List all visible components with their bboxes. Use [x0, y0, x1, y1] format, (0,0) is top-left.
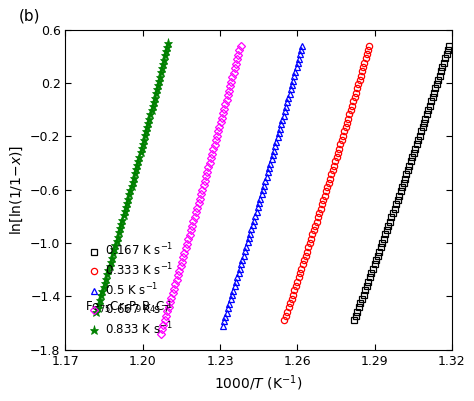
Line: 0.667 K s$^{-1}$: 0.667 K s$^{-1}$ [158, 43, 243, 336]
0.5 K s$^{-1}$ [282, 109, 288, 113]
Line: 0.167 K s$^{-1}$: 0.167 K s$^{-1}$ [351, 43, 452, 324]
0.333 K s$^{-1}$ [282, 318, 287, 323]
0.5 K s$^{-1}$ [222, 314, 228, 319]
0.167 K s$^{-1}$ [355, 309, 360, 314]
Legend: 0.167 K s$^{-1}$, 0.333 K s$^{-1}$, 0.5 K s$^{-1}$, 0.667 K s$^{-1}$, 0.833 K s$: 0.167 K s$^{-1}$, 0.333 K s$^{-1}$, 0.5 … [83, 239, 177, 340]
0.833 K s$^{-1}$ [104, 272, 110, 277]
0.833 K s$^{-1}$ [96, 302, 101, 306]
0.667 K s$^{-1}$ [238, 43, 244, 48]
0.333 K s$^{-1}$ [343, 125, 348, 130]
0.333 K s$^{-1}$ [332, 159, 338, 164]
0.667 K s$^{-1}$ [206, 165, 211, 170]
0.833 K s$^{-1}$ [146, 120, 151, 125]
X-axis label: 1000/$T$ (K$^{-1}$): 1000/$T$ (K$^{-1}$) [214, 373, 303, 393]
0.333 K s$^{-1}$ [284, 309, 290, 314]
0.5 K s$^{-1}$ [232, 284, 237, 289]
0.167 K s$^{-1}$ [419, 125, 425, 130]
0.833 K s$^{-1}$ [150, 103, 155, 108]
0.667 K s$^{-1}$ [220, 111, 226, 115]
0.5 K s$^{-1}$ [267, 161, 273, 166]
0.167 K s$^{-1}$ [399, 185, 405, 190]
0.667 K s$^{-1}$ [198, 192, 204, 196]
Text: (b): (b) [19, 8, 41, 23]
0.5 K s$^{-1}$ [277, 126, 283, 131]
Line: 0.5 K s$^{-1}$: 0.5 K s$^{-1}$ [219, 42, 306, 329]
0.5 K s$^{-1}$ [300, 43, 305, 48]
0.333 K s$^{-1}$ [348, 107, 354, 112]
0.333 K s$^{-1}$ [294, 279, 300, 284]
0.833 K s$^{-1}$ [137, 154, 142, 159]
0.167 K s$^{-1}$ [426, 107, 431, 112]
0.667 K s$^{-1}$ [170, 291, 175, 296]
0.833 K s$^{-1}$ [130, 179, 136, 184]
Line: 0.333 K s$^{-1}$: 0.333 K s$^{-1}$ [281, 43, 373, 324]
0.167 K s$^{-1}$ [351, 318, 357, 323]
Y-axis label: ln[ln(1/1$-x$)]: ln[ln(1/1$-x$)] [9, 145, 25, 235]
0.667 K s$^{-1}$ [215, 129, 221, 134]
Text: Fe$_{75}$Cr$_5$P$_9$B$_4$C$_7$: Fe$_{75}$Cr$_5$P$_9$B$_4$C$_7$ [85, 300, 170, 315]
0.833 K s$^{-1}$ [165, 41, 171, 45]
0.333 K s$^{-1}$ [324, 185, 330, 190]
0.5 K s$^{-1}$ [260, 188, 266, 192]
0.167 K s$^{-1}$ [408, 159, 414, 164]
0.667 K s$^{-1}$ [158, 331, 164, 336]
0.5 K s$^{-1}$ [220, 323, 226, 328]
0.167 K s$^{-1}$ [365, 279, 371, 284]
0.667 K s$^{-1}$ [161, 322, 166, 327]
0.333 K s$^{-1}$ [366, 43, 372, 48]
0.833 K s$^{-1}$ [93, 310, 99, 315]
0.167 K s$^{-1}$ [447, 43, 452, 48]
Line: 0.833 K s$^{-1}$: 0.833 K s$^{-1}$ [92, 38, 173, 317]
